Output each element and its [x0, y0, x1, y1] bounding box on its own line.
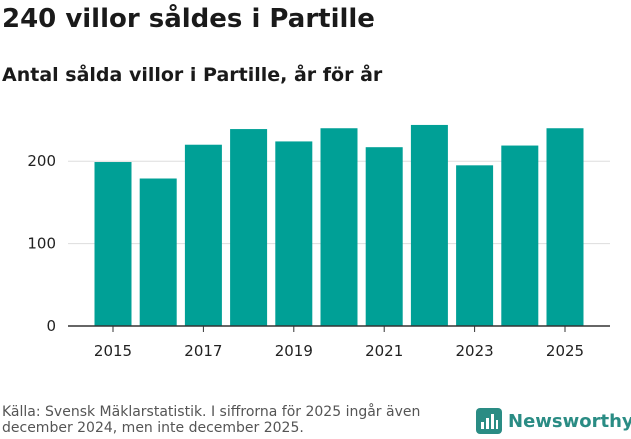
bar-chart: 0 100 200 2015 2017 2019 2021 2023 2025: [27, 124, 610, 360]
x-tick-label: 2025: [546, 342, 584, 360]
chart-title: 240 villor såldes i Partille: [2, 4, 375, 34]
bar-2018: [230, 129, 268, 326]
x-tick-label: 2019: [275, 342, 313, 360]
bar-2022: [410, 124, 448, 326]
y-tick-label: 0: [46, 317, 56, 335]
source-note: Källa: Svensk Mäklarstatistik. I siffror…: [2, 404, 421, 436]
bar-2016: [139, 178, 177, 326]
bar-2023: [456, 165, 494, 326]
x-tick-label: 2023: [456, 342, 494, 360]
bar-2020: [320, 128, 358, 326]
y-tick-label: 200: [27, 152, 56, 170]
chart-subtitle: Antal sålda villor i Partille, år för år: [2, 64, 383, 86]
bar-2024: [501, 145, 539, 326]
bar-2021: [365, 147, 403, 326]
bar-2017: [184, 144, 222, 326]
brand-name: Newsworthy: [508, 410, 631, 432]
y-tick-label: 100: [27, 235, 56, 253]
bar-2019: [275, 141, 313, 326]
bar-2015: [94, 162, 132, 326]
x-tick-label: 2017: [184, 342, 222, 360]
bar-chart-logo-icon: [476, 408, 502, 434]
x-tick-label: 2015: [94, 342, 132, 360]
bar-2025: [546, 128, 584, 326]
x-tick-label: 2021: [365, 342, 403, 360]
newsworthy-logo: Newsworthy: [476, 408, 631, 434]
